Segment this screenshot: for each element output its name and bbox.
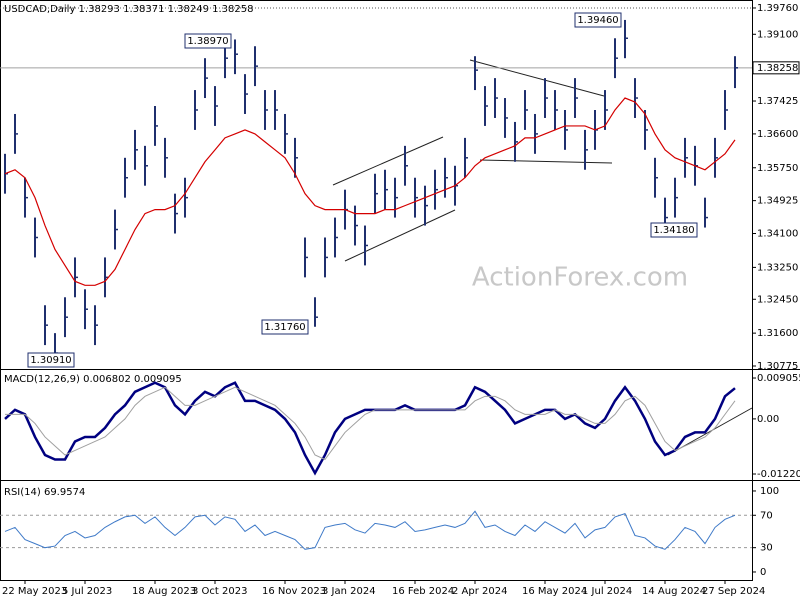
y-tick-label: 30 <box>760 543 773 554</box>
y-tick-label: 1.32450 <box>757 294 798 305</box>
x-tick-label: 3 Oct 2023 <box>192 586 247 597</box>
y-tick-label: 1.37425 <box>757 96 798 107</box>
x-tick-label: 16 May 2024 <box>522 586 587 597</box>
annotation-box <box>650 222 698 238</box>
x-tick-label: 22 May 2023 <box>2 586 67 597</box>
watermark: ActionForex.com <box>472 263 688 293</box>
x-tick-label: 2 Apr 2024 <box>452 586 507 597</box>
x-tick-label: 27 Sep 2024 <box>702 586 765 597</box>
y-tick-label: 0 <box>760 567 766 578</box>
y-tick-label: 0.009055 <box>757 373 800 384</box>
trend-line <box>479 159 613 164</box>
y-tick-label: 1.36600 <box>757 129 798 140</box>
y-tick-label: -0.012209 <box>757 469 800 480</box>
y-tick-label: 1.38258 <box>757 63 798 74</box>
x-tick-label: 1 Jul 2024 <box>582 586 632 597</box>
macd-title: MACD(12,26,9) 0.006802 0.009095 <box>4 374 182 385</box>
y-tick-label: 100 <box>760 486 779 497</box>
y-tick-label: 1.39760 <box>757 3 798 14</box>
price-title: USDCAD,Daily 1.38293 1.38371 1.38249 1.3… <box>4 4 254 15</box>
y-tick-label: 1.35750 <box>757 163 798 174</box>
annotation-box <box>261 319 309 335</box>
annotation-box <box>27 352 75 368</box>
x-tick-label: 5 Jul 2023 <box>62 586 112 597</box>
moving-average <box>4 97 736 286</box>
y-tick-label: 1.34925 <box>757 196 798 207</box>
x-tick-label: 3 Jan 2024 <box>322 586 376 597</box>
price-tag <box>752 61 800 75</box>
y-tick-label: 1.39100 <box>757 29 798 40</box>
rsi-title: RSI(14) 69.9574 <box>4 487 85 498</box>
signal-line <box>5 386 736 461</box>
x-tick-label: 16 Nov 2023 <box>262 586 326 597</box>
frame <box>0 0 753 581</box>
annotation: 1.31760 <box>264 322 305 333</box>
y-tick-label: 1.31600 <box>757 328 798 339</box>
x-tick-label: 18 Aug 2023 <box>132 586 196 597</box>
trend-line <box>469 59 605 97</box>
rsi-line <box>4 510 736 550</box>
y-tick-label: 1.30775 <box>757 361 798 372</box>
macd-line <box>4 381 736 476</box>
annotation: 1.39460 <box>577 15 618 26</box>
trend-line <box>344 209 456 262</box>
annotation: 1.30910 <box>30 355 71 366</box>
y-tick-label: 0.00 <box>757 414 779 425</box>
trend-line <box>332 136 444 186</box>
x-tick-label: 16 Feb 2024 <box>392 586 454 597</box>
annotation: 1.38970 <box>187 36 228 47</box>
annotation-box <box>184 33 232 49</box>
y-tick-label: 1.33250 <box>757 262 798 273</box>
annotation-box <box>574 12 622 28</box>
x-tick-label: 14 Aug 2024 <box>642 586 706 597</box>
y-tick-label: 70 <box>760 510 773 521</box>
y-tick-label: 1.34100 <box>757 229 798 240</box>
annotation: 1.34180 <box>653 225 694 236</box>
